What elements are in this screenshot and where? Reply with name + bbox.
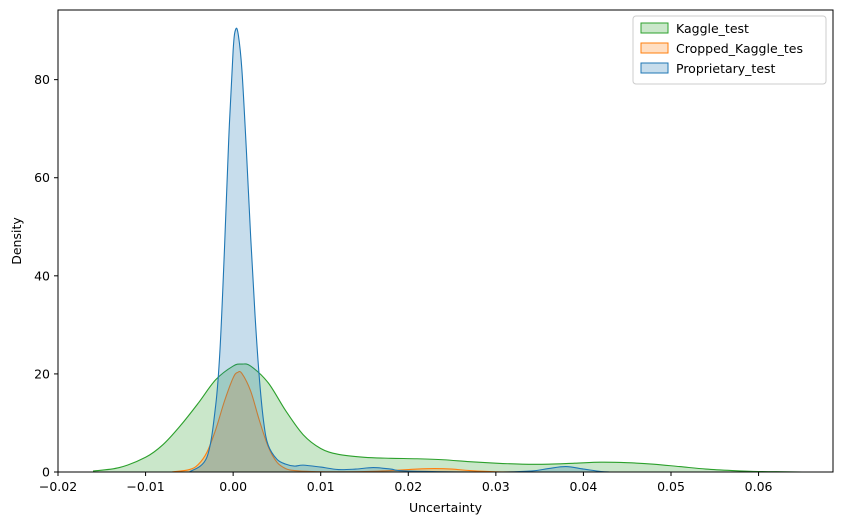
density-fill-proprietary-test bbox=[189, 28, 610, 472]
x-tick-label: 0.00 bbox=[219, 479, 247, 494]
y-axis-label: Density bbox=[9, 217, 24, 265]
density-fill-kaggle-test bbox=[93, 363, 803, 472]
x-tick-label: 0.04 bbox=[570, 479, 598, 494]
legend-label-cropped-kaggle-tes: Cropped_Kaggle_tes bbox=[676, 41, 803, 56]
density-fill-cropped-kaggle-tes bbox=[171, 371, 531, 472]
y-tick-label: 0 bbox=[42, 465, 50, 480]
y-tick-label: 80 bbox=[34, 72, 50, 87]
x-tick-label: 0.05 bbox=[657, 479, 685, 494]
density-line-cropped-kaggle-tes bbox=[171, 370, 531, 473]
legend-swatch-proprietary-test bbox=[640, 62, 669, 74]
y-tick-label: 40 bbox=[34, 268, 50, 283]
legend: Kaggle_test Cropped_Kaggle_tes Proprietary… bbox=[632, 15, 827, 85]
legend-label-proprietary-test: Proprietary_test bbox=[676, 61, 776, 76]
legend-box bbox=[632, 15, 827, 85]
x-tick-label: −0.02 bbox=[39, 479, 77, 494]
x-axis-label: Uncertainty bbox=[409, 500, 483, 515]
x-tick-label: 0.06 bbox=[745, 479, 773, 494]
y-tick-label: 60 bbox=[34, 170, 50, 185]
x-tick-label: 0.03 bbox=[482, 479, 510, 494]
legend-swatch-cropped-kaggle-tes bbox=[640, 42, 669, 54]
axes: −0.02 −0.01 0.00 0.01 0.02 0.03 0.04 0.05 0.06 0 2… bbox=[34, 9, 834, 494]
x-tick-label: −0.01 bbox=[126, 479, 164, 494]
y-tick-label: 20 bbox=[34, 366, 50, 381]
x-tick-label: 0.02 bbox=[394, 479, 422, 494]
legend-label-kaggle-test: Kaggle_test bbox=[676, 21, 749, 36]
x-tick-label: 0.01 bbox=[307, 479, 335, 494]
plot-frame bbox=[57, 9, 834, 473]
density-line-kaggle-test bbox=[92, 363, 803, 473]
legend-swatch-kaggle-test bbox=[640, 22, 669, 34]
density-areas bbox=[92, 27, 803, 473]
